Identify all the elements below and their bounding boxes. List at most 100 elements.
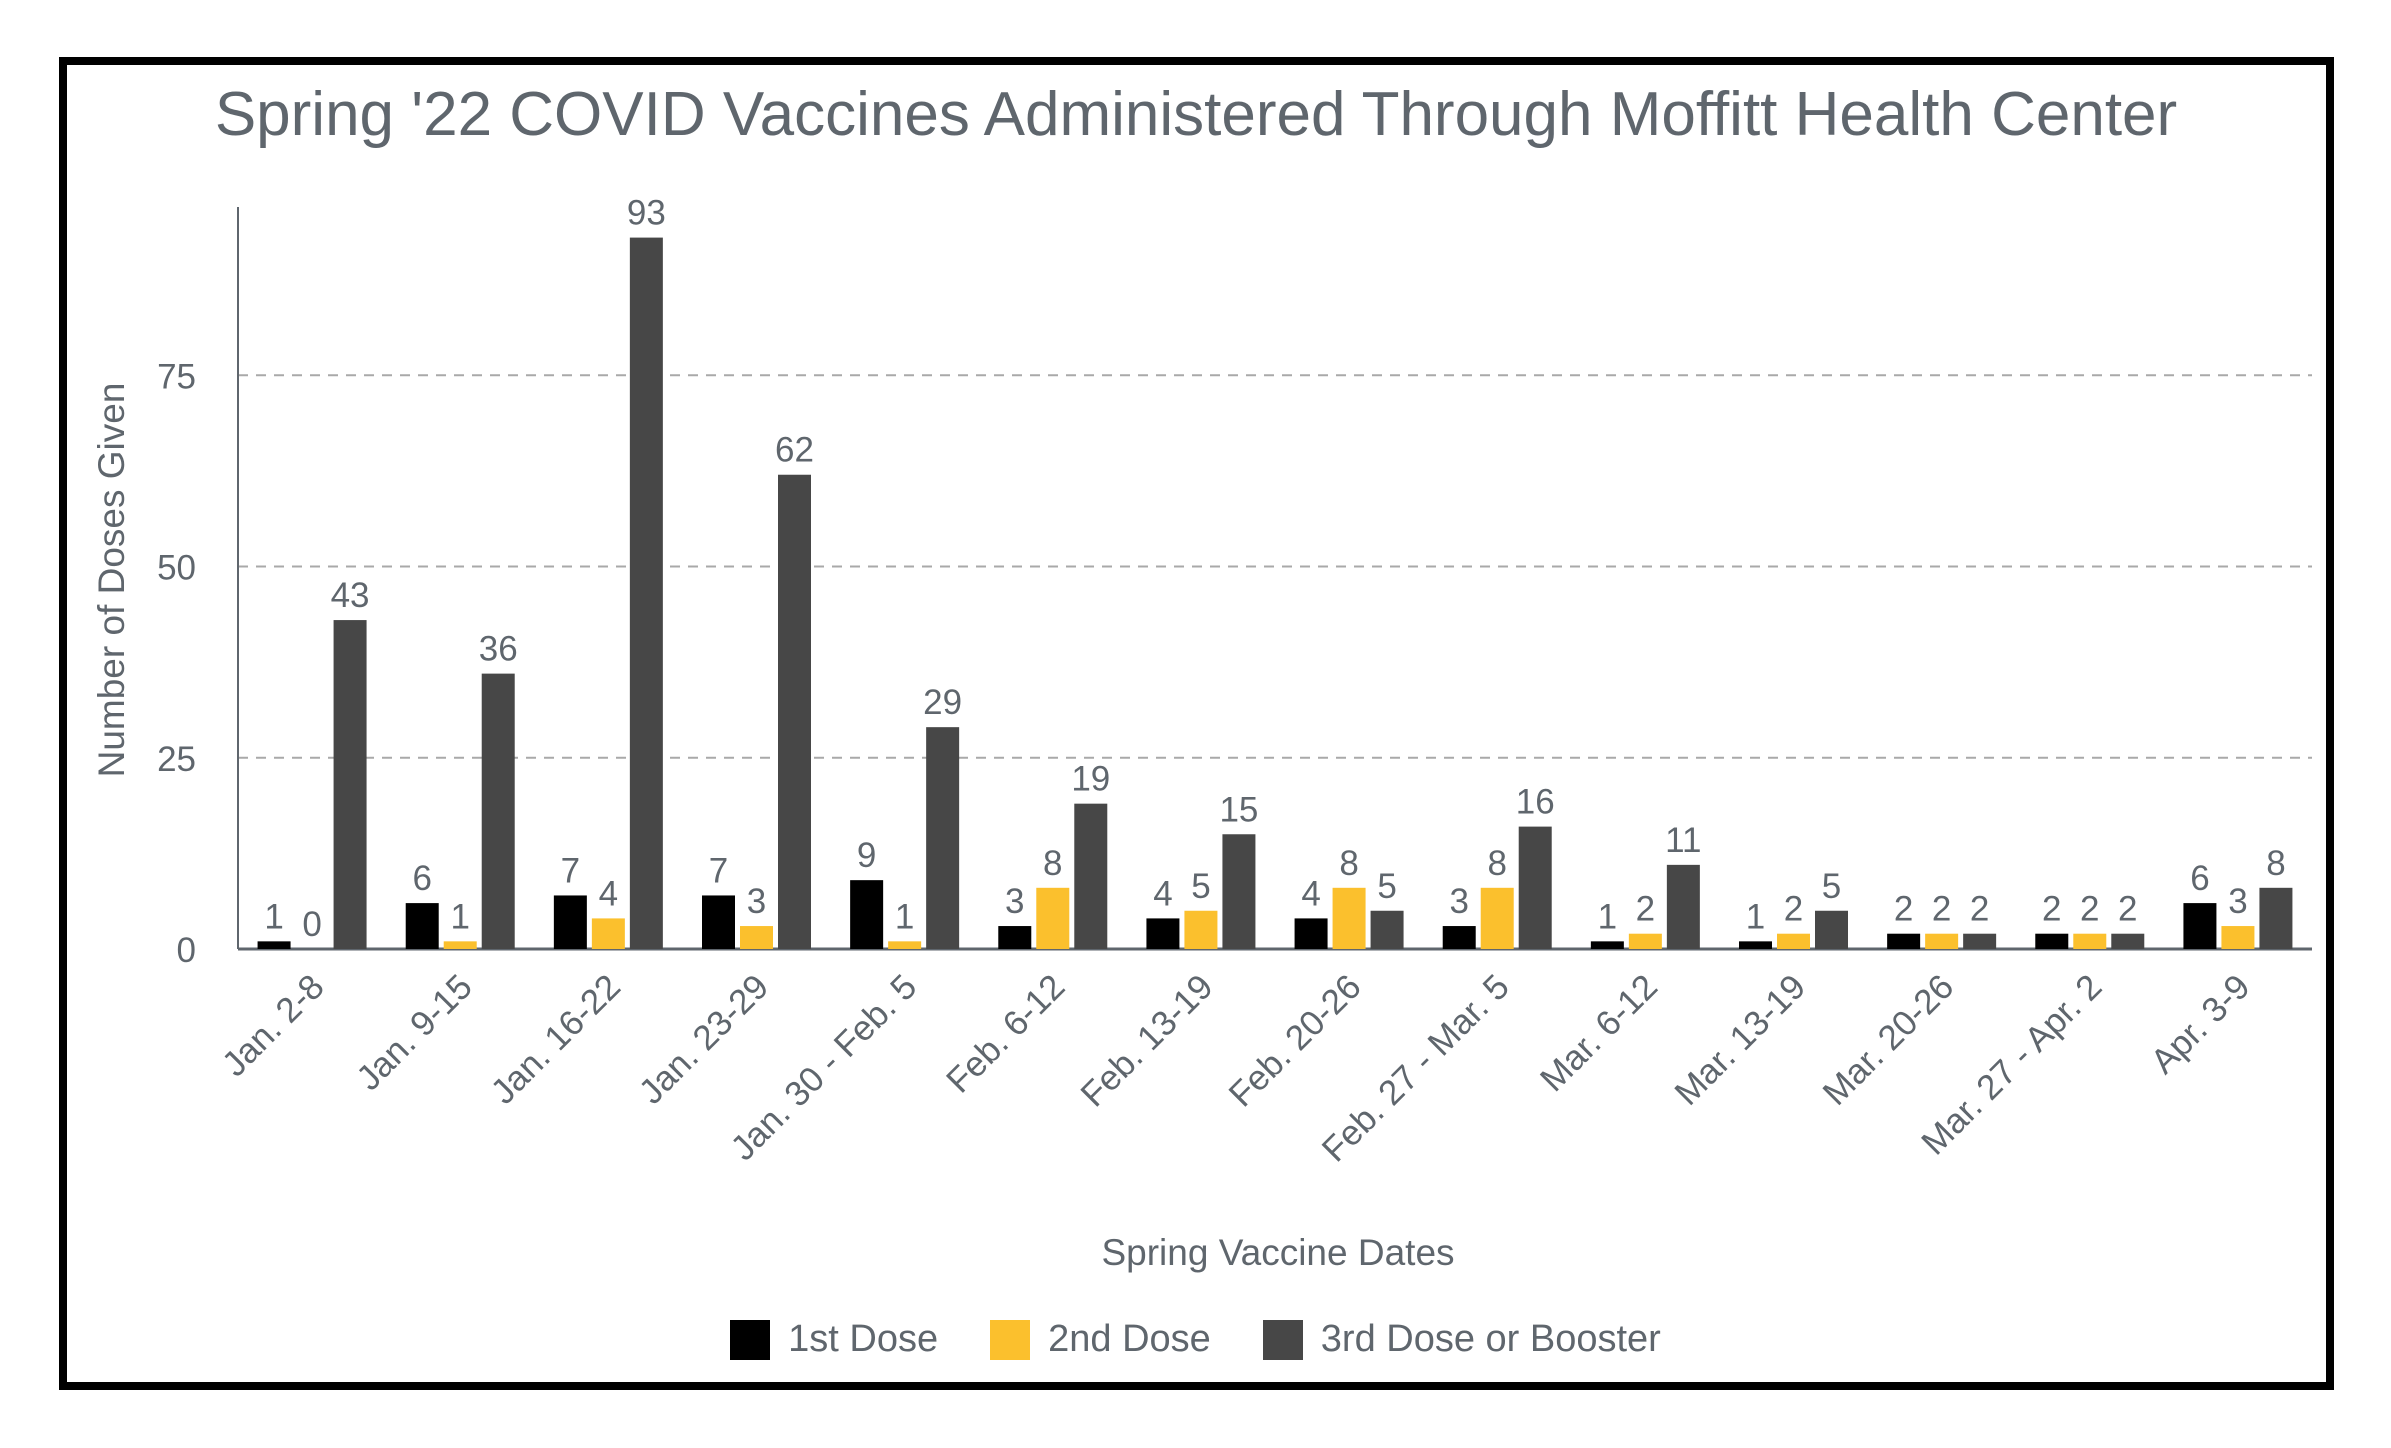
data-label-3rd-dose-or-booster-mar-13-19: 5	[1822, 867, 1841, 906]
bar-3rd-dose-or-booster-feb-27-mar-5	[1518, 826, 1552, 949]
data-label-1st-dose-jan-30-feb-5: 9	[857, 836, 876, 875]
data-label-1st-dose-mar-6-12: 1	[1598, 897, 1617, 936]
legend: 1st Dose 2nd Dose 3rd Dose or Booster	[0, 1318, 2391, 1361]
bar-3rd-dose-or-booster-mar-6-12	[1666, 864, 1700, 949]
data-label-1st-dose-mar-27-apr-2: 2	[2042, 890, 2061, 929]
bar-2nd-dose-feb-27-mar-5	[1480, 887, 1514, 949]
bar-2nd-dose-apr-3-9	[2221, 926, 2255, 949]
data-label-3rd-dose-or-booster-mar-6-12: 11	[1665, 821, 1701, 860]
y-tick-label-25: 25	[157, 740, 196, 779]
bar-2nd-dose-jan-9-15	[443, 941, 477, 949]
data-label-2nd-dose-mar-13-19: 2	[1784, 890, 1803, 929]
bar-2nd-dose-mar-13-19	[1777, 933, 1810, 949]
data-label-3rd-dose-or-booster-jan-30-feb-5: 29	[923, 683, 962, 722]
bar-2nd-dose-feb-6-12	[1036, 887, 1070, 949]
bar-1st-dose-mar-6-12	[1590, 941, 1624, 949]
bar-2nd-dose-jan-23-29	[740, 926, 773, 949]
bar-3rd-dose-or-booster-jan-9-15	[481, 673, 515, 949]
data-label-2nd-dose-jan-23-29: 3	[747, 882, 766, 921]
legend-label-2nd-dose: 2nd Dose	[1048, 1318, 1211, 1360]
bar-3rd-dose-or-booster-mar-27-apr-2	[2111, 933, 2145, 949]
x-axis-title: Spring Vaccine Dates	[1101, 1232, 1454, 1273]
data-label-1st-dose-jan-16-22: 7	[561, 851, 580, 890]
data-label-2nd-dose-feb-6-12: 8	[1043, 844, 1062, 883]
x-tick-labels: Jan. 2-8 Jan. 9-15 Jan. 16-22 Jan. 23-29Jan…	[215, 967, 2258, 1169]
data-label-2nd-dose-jan-16-22: 4	[599, 874, 618, 913]
x-tick-label-jan-16-22: Jan. 16-22	[483, 967, 628, 1112]
bar-2nd-dose-mar-6-12	[1628, 933, 1662, 949]
bar-1st-dose-jan-16-22	[553, 895, 587, 949]
bar-3rd-dose-or-booster-jan-23-29	[778, 474, 811, 949]
data-label-1st-dose-jan-23-29: 7	[709, 851, 728, 890]
legend-label-3rd-dose-or-booster: 3rd Dose or Booster	[1320, 1318, 1661, 1360]
legend-swatch-2nd-dose	[990, 1319, 1031, 1360]
x-tick-label-jan-23-29: Jan. 23-29	[632, 967, 777, 1112]
bar-2nd-dose-feb-20-26	[1332, 887, 1366, 949]
data-label-3rd-dose-or-booster-jan-23-29: 62	[775, 431, 814, 470]
x-tick-label-mar-20-26: Mar. 20-26	[1815, 967, 1961, 1113]
bar-2nd-dose-jan-30-feb-5	[888, 941, 922, 949]
data-label-3rd-dose-or-booster-feb-27-mar-5: 16	[1516, 783, 1555, 822]
bar-1st-dose-mar-20-26	[1887, 933, 1921, 949]
x-tick-label-apr-3-9: Apr. 3-9	[2143, 967, 2257, 1081]
data-label-1st-dose-feb-27-mar-5: 3	[1449, 882, 1468, 921]
bar-3rd-dose-or-booster-feb-6-12	[1074, 803, 1108, 949]
data-label-2nd-dose-feb-27-mar-5: 8	[1487, 844, 1506, 883]
data-label-3rd-dose-or-booster-apr-3-9: 8	[2266, 844, 2285, 883]
data-label-3rd-dose-or-booster-mar-27-apr-2: 2	[2118, 890, 2137, 929]
data-label-3rd-dose-or-booster-mar-20-26: 2	[1970, 890, 1989, 929]
data-label-3rd-dose-or-booster-feb-20-26: 5	[1377, 867, 1396, 906]
bar-1st-dose-jan-30-feb-5	[850, 880, 884, 949]
data-label-2nd-dose-mar-6-12: 2	[1636, 890, 1655, 929]
data-label-2nd-dose-mar-20-26: 2	[1932, 890, 1951, 929]
legend-label-1st-dose: 1st Dose	[788, 1318, 939, 1360]
x-tick-label-jan-9-15: Jan. 9-15	[349, 967, 480, 1098]
legend-item-1st-dose: 1st Dose	[730, 1318, 938, 1361]
legend-swatch-1st-dose	[730, 1319, 771, 1360]
bar-1st-dose-mar-27-apr-2	[2035, 933, 2069, 949]
chart-title: Spring '22 COVID Vaccines Administered T…	[215, 80, 2177, 149]
bar-1st-dose-apr-3-9	[2183, 903, 2217, 949]
bar-3rd-dose-or-booster-jan-30-feb-5	[926, 727, 960, 949]
legend-item-2nd-dose: 2nd Dose	[990, 1318, 1211, 1361]
data-label-1st-dose-jan-2-8: 1	[264, 897, 283, 936]
y-tick-label-50: 50	[157, 549, 196, 588]
y-tick-label-75: 75	[157, 357, 196, 396]
bar-1st-dose-feb-27-mar-5	[1442, 926, 1476, 949]
data-label-2nd-dose-jan-9-15: 1	[450, 897, 469, 936]
y-axis-title: Number of Doses Given	[91, 383, 132, 778]
data-label-2nd-dose-feb-13-19: 5	[1191, 867, 1210, 906]
x-tick-label-jan-2-8: Jan. 2-8	[215, 967, 332, 1084]
data-label-3rd-dose-or-booster-jan-2-8: 43	[331, 576, 370, 615]
data-label-1st-dose-mar-13-19: 1	[1746, 897, 1765, 936]
data-label-1st-dose-mar-20-26: 2	[1894, 890, 1913, 929]
x-tick-label-mar-13-19: Mar. 13-19	[1667, 967, 1813, 1113]
data-label-3rd-dose-or-booster-feb-6-12: 19	[1071, 760, 1110, 799]
data-label-3rd-dose-or-booster-feb-13-19: 15	[1219, 790, 1258, 829]
data-label-2nd-dose-mar-27-apr-2: 2	[2080, 890, 2099, 929]
data-label-1st-dose-feb-13-19: 4	[1153, 874, 1172, 913]
bar-2nd-dose-feb-13-19	[1184, 910, 1218, 949]
data-label-1st-dose-jan-9-15: 6	[412, 859, 431, 898]
bar-1st-dose-jan-23-29	[702, 895, 735, 949]
legend-item-3rd-dose-or-booster: 3rd Dose or Booster	[1262, 1318, 1661, 1361]
bar-1st-dose-jan-2-8	[257, 941, 291, 949]
data-label-1st-dose-feb-6-12: 3	[1005, 882, 1024, 921]
x-tick-label-feb-20-26: Feb. 20-26	[1221, 967, 1368, 1114]
x-tick-label-feb-6-12: Feb. 6-12	[939, 967, 1073, 1101]
data-label-1st-dose-feb-20-26: 4	[1301, 874, 1320, 913]
x-tick-label-feb-13-19: Feb. 13-19	[1073, 967, 1220, 1114]
bar-3rd-dose-or-booster-mar-20-26	[1963, 933, 1997, 949]
legend-swatch-3rd-dose-or-booster	[1262, 1319, 1303, 1360]
data-label-1st-dose-apr-3-9: 6	[2190, 859, 2209, 898]
bars	[257, 237, 2293, 950]
bar-3rd-dose-or-booster-jan-2-8	[333, 620, 367, 949]
bar-3rd-dose-or-booster-mar-13-19	[1815, 910, 1848, 949]
bar-3rd-dose-or-booster-feb-13-19	[1222, 834, 1256, 949]
bar-2nd-dose-jan-16-22	[591, 918, 625, 949]
data-label-2nd-dose-jan-30-feb-5: 1	[895, 897, 914, 936]
bar-3rd-dose-or-booster-feb-20-26	[1370, 910, 1404, 949]
gridlines	[238, 374, 2312, 759]
